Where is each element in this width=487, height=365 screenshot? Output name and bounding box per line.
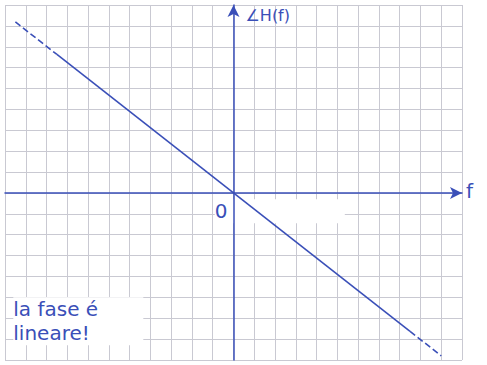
svg-text:0: 0 [215,199,228,223]
svg-text:la fase é: la fase é [13,297,104,321]
svg-text:lineare!: lineare! [13,321,89,345]
svg-text:f: f [466,179,474,203]
svg-text:∠H(f): ∠H(f) [246,6,291,25]
